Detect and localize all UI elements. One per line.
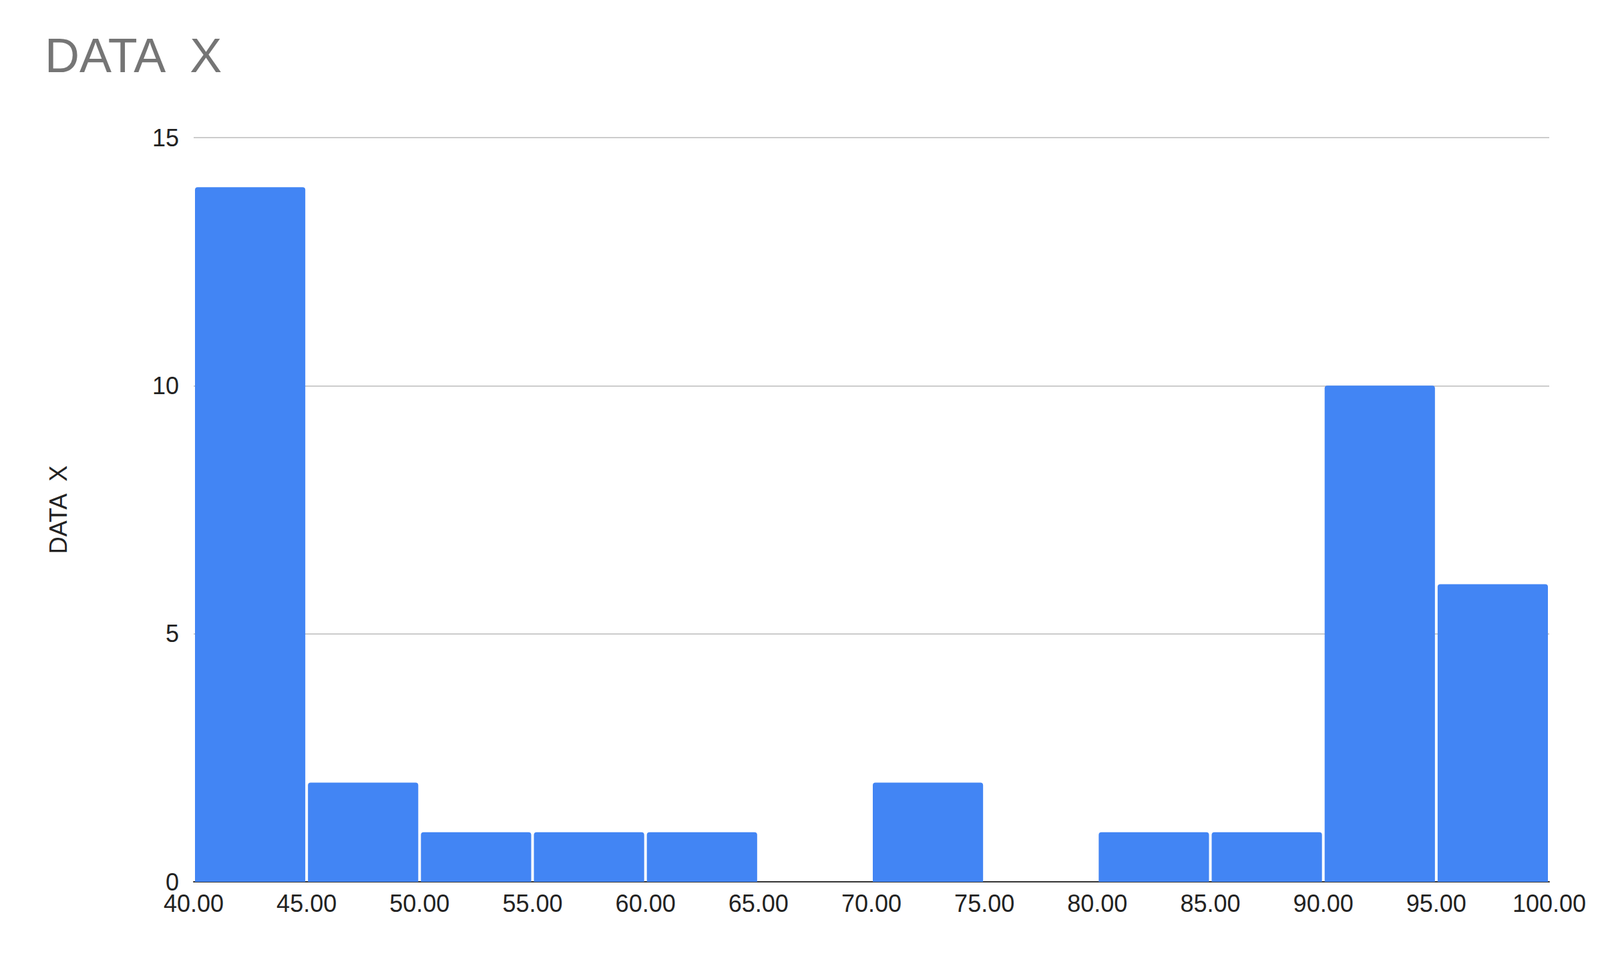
- svg-text:90.00: 90.00: [1293, 889, 1354, 917]
- svg-text:40.00: 40.00: [163, 889, 224, 917]
- svg-text:DATA X: DATA X: [44, 465, 73, 555]
- svg-text:0: 0: [165, 867, 179, 896]
- svg-text:45.00: 45.00: [276, 889, 337, 917]
- svg-text:95.00: 95.00: [1406, 889, 1467, 917]
- svg-text:65.00: 65.00: [728, 889, 789, 917]
- svg-text:100.00: 100.00: [1512, 889, 1586, 917]
- svg-text:15: 15: [152, 124, 179, 152]
- svg-text:75.00: 75.00: [954, 889, 1015, 917]
- svg-text:5: 5: [165, 619, 179, 648]
- svg-text:55.00: 55.00: [502, 889, 563, 917]
- svg-text:50.00: 50.00: [389, 889, 450, 917]
- svg-text:85.00: 85.00: [1179, 889, 1241, 917]
- svg-text:10: 10: [152, 371, 179, 400]
- svg-text:DATA X: DATA X: [44, 28, 222, 83]
- svg-text:60.00: 60.00: [615, 889, 676, 917]
- svg-text:80.00: 80.00: [1067, 889, 1128, 917]
- svg-text:70.00: 70.00: [841, 889, 902, 917]
